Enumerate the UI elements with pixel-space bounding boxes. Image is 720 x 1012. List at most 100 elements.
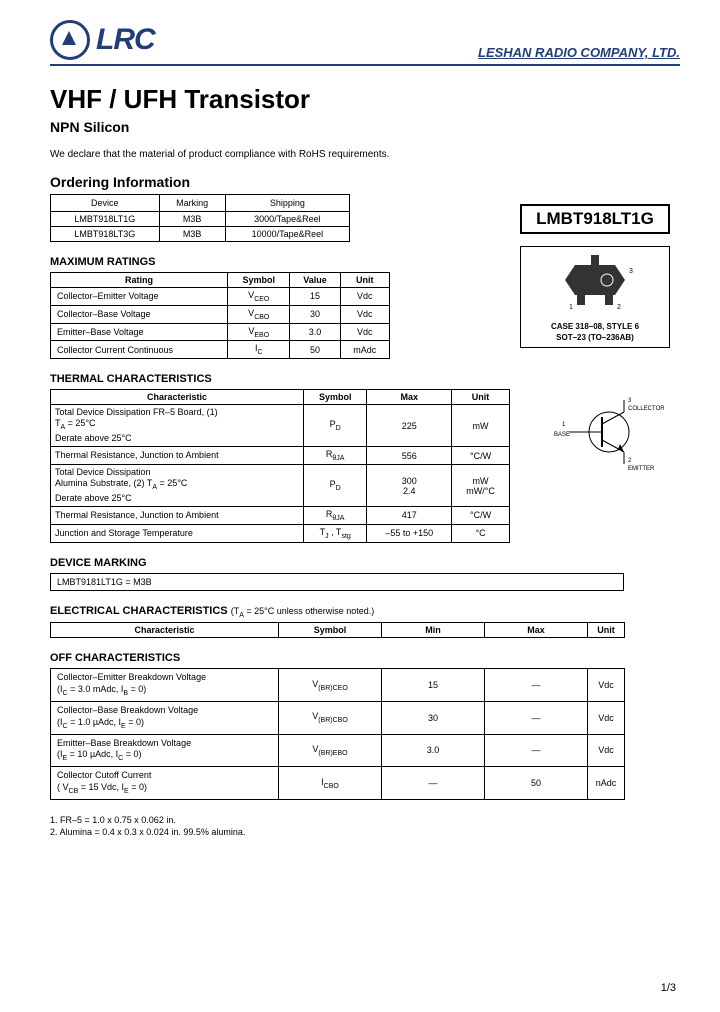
td: VEBO xyxy=(228,323,290,341)
td: PD xyxy=(304,405,367,447)
th: Max xyxy=(367,390,452,405)
svg-text:3: 3 xyxy=(628,398,632,404)
td: 417 xyxy=(367,507,452,525)
th: Marking xyxy=(159,195,225,212)
td: LMBT918LT3G xyxy=(51,227,160,242)
th: Rating xyxy=(51,273,228,288)
page-header: LRC LESHAN RADIO COMPANY, LTD. xyxy=(50,20,680,66)
td: — xyxy=(485,734,588,767)
td: M3B xyxy=(159,212,225,227)
td: Collector–Emitter Breakdown Voltage(IC =… xyxy=(51,669,279,702)
th: Value xyxy=(290,273,340,288)
svg-text:2: 2 xyxy=(617,304,621,311)
off-title: OFF CHARACTERISTICS xyxy=(50,652,680,664)
case-label: CASE 318–08, STYLE 6 xyxy=(525,322,665,332)
td: 225 xyxy=(367,405,452,447)
rohs-blurb: We declare that the material of product … xyxy=(50,149,680,160)
th: Unit xyxy=(452,390,510,405)
pkg-label: SOT–23 (TO–236AB) xyxy=(525,333,665,343)
logo-text: LRC xyxy=(96,23,155,57)
page-title: VHF / UFH Transistor xyxy=(50,84,680,115)
part-sidebar: LMBT918LT1G 1 2 3 CASE 318–08, STYLE 6 S… xyxy=(520,204,670,348)
footnotes: 1. FR–5 = 1.0 x 0.75 x 0.062 in. 2. Alum… xyxy=(50,814,680,839)
td: Junction and Storage Temperature xyxy=(51,524,304,542)
td: mWmW/°C xyxy=(452,465,510,507)
thermal-title: THERMAL CHARACTERISTICS xyxy=(50,373,680,385)
td: °C/W xyxy=(452,507,510,525)
footnote: 2. Alumina = 0.4 x 0.3 x 0.024 in. 99.5%… xyxy=(50,826,680,839)
td: 3002.4 xyxy=(367,465,452,507)
thermal-table: Characteristic Symbol Max Unit Total Dev… xyxy=(50,389,510,542)
td: Vdc xyxy=(588,702,625,735)
td: 30 xyxy=(290,305,340,323)
th: Max xyxy=(485,623,588,638)
td: –55 to +150 xyxy=(367,524,452,542)
datasheet-page: LRC LESHAN RADIO COMPANY, LTD. VHF / UFH… xyxy=(0,0,720,1012)
td: Vdc xyxy=(588,734,625,767)
td: Vdc xyxy=(340,323,389,341)
transistor-icon: 3 COLLECTOR 1 BASE 2 EMITTER xyxy=(554,392,664,472)
td: 3.0 xyxy=(382,734,485,767)
td: Total Device Dissipation FR–5 Board, (1)… xyxy=(51,405,304,447)
off-table: Collector–Emitter Breakdown Voltage(IC =… xyxy=(50,668,625,799)
th: Device xyxy=(51,195,160,212)
td: — xyxy=(382,767,485,800)
td: VCEO xyxy=(228,288,290,306)
th: Symbol xyxy=(279,623,382,638)
td: — xyxy=(485,702,588,735)
page-number: 1/3 xyxy=(661,982,676,994)
maxratings-table: Rating Symbol Value Unit Collector–Emitt… xyxy=(50,272,390,359)
td: 30 xyxy=(382,702,485,735)
package-box: 1 2 3 CASE 318–08, STYLE 6 SOT–23 (TO–23… xyxy=(520,246,670,348)
logo: LRC xyxy=(50,20,155,60)
td: 50 xyxy=(485,767,588,800)
footnote: 1. FR–5 = 1.0 x 0.75 x 0.062 in. xyxy=(50,814,680,827)
svg-text:COLLECTOR: COLLECTOR xyxy=(628,406,664,412)
td: M3B xyxy=(159,227,225,242)
td: RθJA xyxy=(304,507,367,525)
td: Collector Cutoff Current( VCB = 15 Vdc, … xyxy=(51,767,279,800)
th: Unit xyxy=(588,623,625,638)
td: TJ , Tstg xyxy=(304,524,367,542)
ordering-title: Ordering Information xyxy=(50,174,680,190)
td: 3000/Tape&Reel xyxy=(225,212,349,227)
td: Vdc xyxy=(340,288,389,306)
th: Shipping xyxy=(225,195,349,212)
td: °C xyxy=(452,524,510,542)
ordering-table: Device Marking Shipping LMBT918LT1G M3B … xyxy=(50,194,350,242)
marking-box: LMBT9181LT1G = M3B xyxy=(50,573,624,591)
th: Min xyxy=(382,623,485,638)
td: mW xyxy=(452,405,510,447)
package-icon: 1 2 3 xyxy=(545,255,645,315)
td: IC xyxy=(228,341,290,359)
td: Collector–Emitter Voltage xyxy=(51,288,228,306)
td: 3.0 xyxy=(290,323,340,341)
td: Emitter–Base Voltage xyxy=(51,323,228,341)
td: Collector–Base Breakdown Voltage(IC = 1.… xyxy=(51,702,279,735)
td: 15 xyxy=(290,288,340,306)
td: V(BR)CEO xyxy=(279,669,382,702)
subtitle: NPN Silicon xyxy=(50,119,680,135)
schematic-diagram: 3 COLLECTOR 1 BASE 2 EMITTER xyxy=(554,392,664,474)
td: Collector Current Continuous xyxy=(51,341,228,359)
td: V(BR)EBO xyxy=(279,734,382,767)
th: Symbol xyxy=(228,273,290,288)
svg-text:3: 3 xyxy=(629,268,633,275)
th: Unit xyxy=(340,273,389,288)
td: Thermal Resistance, Junction to Ambient xyxy=(51,507,304,525)
svg-text:2: 2 xyxy=(628,458,632,464)
part-number: LMBT918LT1G xyxy=(520,204,670,234)
td: Total Device DissipationAlumina Substrat… xyxy=(51,465,304,507)
td: mAdc xyxy=(340,341,389,359)
td: °C/W xyxy=(452,447,510,465)
marking-title: DEVICE MARKING xyxy=(50,557,680,569)
td: V(BR)CBO xyxy=(279,702,382,735)
td: nAdc xyxy=(588,767,625,800)
td: Thermal Resistance, Junction to Ambient xyxy=(51,447,304,465)
td: Emitter–Base Breakdown Voltage(IE = 10 µ… xyxy=(51,734,279,767)
electrical-header-table: Characteristic Symbol Min Max Unit xyxy=(50,622,625,638)
th: Characteristic xyxy=(51,623,279,638)
td: Vdc xyxy=(588,669,625,702)
electrical-title: ELECTRICAL CHARACTERISTICS (TA = 25°C un… xyxy=(50,605,680,619)
svg-text:EMITTER: EMITTER xyxy=(628,466,655,472)
